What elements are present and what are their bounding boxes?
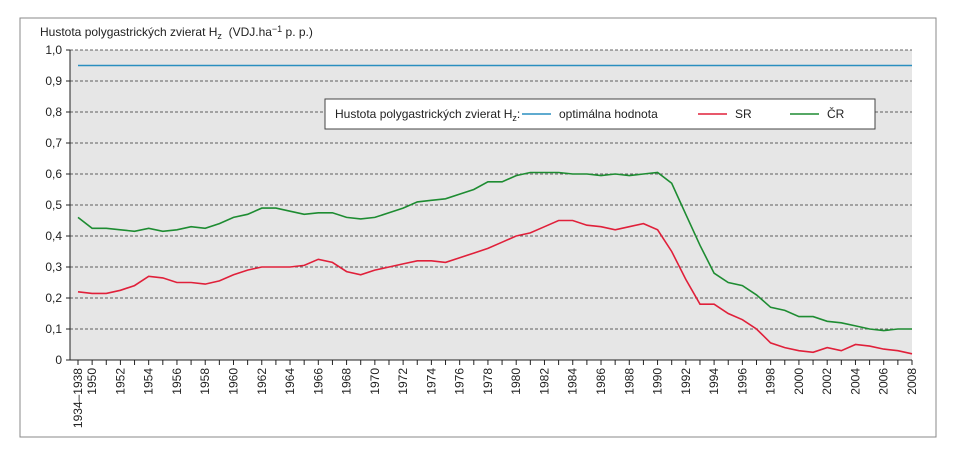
x-tick-label: 1990 [651, 368, 665, 395]
x-tick-label: 1954 [142, 368, 156, 395]
x-tick-label: 1964 [283, 368, 297, 395]
x-tick-label: 1988 [622, 368, 636, 395]
legend-label: SR [735, 107, 752, 121]
x-tick-label: 1966 [311, 368, 325, 395]
x-tick-label: 1968 [340, 368, 354, 395]
legend-label: optimálna hodnota [559, 107, 658, 121]
series-line [77, 171, 912, 332]
x-tick-label: 1984 [566, 368, 580, 395]
x-tick-label: 2008 [905, 368, 919, 395]
x-tick-label: 1956 [170, 368, 184, 395]
title-part: −1 [272, 24, 282, 34]
x-tick-label: 2004 [848, 368, 862, 395]
y-tick-label: 0,4 [45, 229, 62, 243]
title-part: Hustota polygastrických zvierat H [40, 25, 217, 39]
y-tick-label: 0 [55, 353, 62, 367]
legend-label: ČR [827, 106, 845, 121]
x-tick-label: 1972 [396, 368, 410, 395]
x-tick-label: 1970 [368, 368, 382, 395]
x-tick-label: 2006 [877, 368, 891, 395]
x-tick-label: 1996 [735, 368, 749, 395]
legend-box [324, 98, 876, 130]
title-part: (VDJ.ha [222, 25, 272, 39]
x-tick-label: 1976 [453, 368, 467, 395]
x-tick-label: 2000 [792, 368, 806, 395]
y-tick-label: 0,6 [45, 167, 62, 181]
x-tick-label: 1958 [198, 368, 212, 395]
x-tick-label: 1986 [594, 368, 608, 395]
x-tick-label: 1994 [707, 368, 721, 395]
legend: Hustota polygastrických zvierat Hz: opti… [324, 98, 876, 130]
series-line [77, 219, 913, 355]
legend-title: Hustota polygastrických zvierat Hz: [335, 107, 520, 123]
chart-title: Hustota polygastrických zvierat Hz (VDJ.… [40, 24, 313, 41]
lines [77, 64, 913, 355]
legend-title-part: : [517, 107, 520, 121]
x-tick-label: 1934–1938 [71, 368, 85, 428]
x-tick-label: 1998 [764, 368, 778, 395]
y-tick-label: 0,9 [45, 74, 62, 88]
y-tick-label: 0,2 [45, 291, 62, 305]
x-tick-label: 1950 [85, 368, 99, 395]
legend-title-part: Hustota polygastrických zvierat H [335, 107, 512, 121]
y-tick-label: 0,3 [45, 260, 62, 274]
x-tick-label: 1992 [679, 368, 693, 395]
title-part: z [217, 31, 222, 41]
y-tick-label: 0,8 [45, 105, 62, 119]
x-tick-label: 1952 [113, 368, 127, 395]
y-tick-label: 0,7 [45, 136, 62, 150]
x-tick-label: 1978 [481, 368, 495, 395]
y-tick-label: 0,1 [45, 322, 62, 336]
y-tick-label: 1,0 [45, 43, 62, 57]
x-tick-label: 2002 [820, 368, 834, 395]
x-tick-label: 1974 [424, 368, 438, 395]
x-tick-label: 1962 [255, 368, 269, 395]
y-tick-label: 0,5 [45, 198, 62, 212]
x-tick-label: 1980 [509, 368, 523, 395]
x-tick-label: 1982 [537, 368, 551, 395]
x-tick-label: 1960 [226, 368, 240, 395]
grid [70, 49, 912, 330]
legend-title-part: z [512, 113, 517, 123]
title-part: p. p.) [282, 25, 313, 39]
